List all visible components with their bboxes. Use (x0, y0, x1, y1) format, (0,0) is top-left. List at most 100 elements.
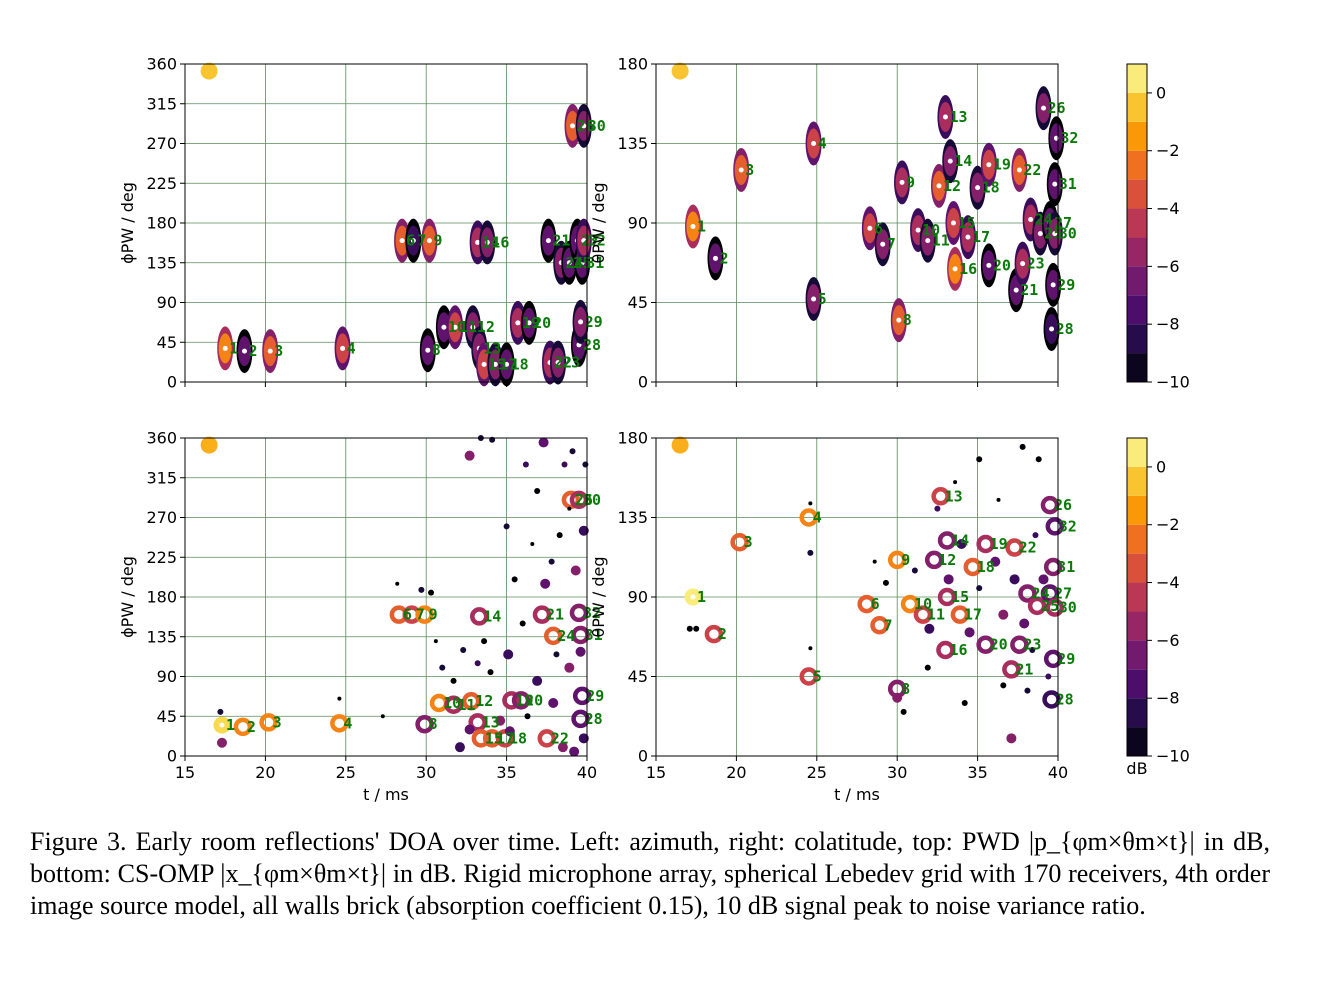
reflection-label: 13 (945, 487, 963, 505)
y-ticks: 0 45 90 135 180 (617, 429, 656, 766)
true-doa-marker (811, 296, 817, 302)
omp-ring (799, 667, 819, 686)
reflection-label: 1 (229, 339, 238, 357)
reflection-label: 1 (697, 588, 706, 606)
y-tick-label: 135 (146, 253, 177, 272)
point-small (964, 627, 975, 638)
y-tick-label: 180 (617, 429, 648, 448)
x-tick-label: 20 (726, 763, 746, 782)
colorbar-band (1127, 727, 1147, 756)
point-small (418, 586, 425, 593)
y-tick-label: 270 (146, 134, 177, 153)
reflection-label: 10 (914, 595, 932, 613)
reflection-label: 23 (562, 354, 580, 372)
reflection-label: 21 (546, 606, 564, 624)
true-doa-marker (526, 320, 532, 326)
point-small (540, 578, 551, 589)
true-doa-marker (947, 158, 953, 164)
true-doa-marker (555, 360, 561, 366)
point-small (380, 714, 385, 719)
true-doa-marker (1020, 261, 1026, 267)
reflection-label: 17 (496, 729, 514, 747)
reflection-label: 10 (922, 221, 940, 239)
point-small (569, 448, 576, 455)
reflection-label: 6 (406, 232, 415, 250)
omp-ring (857, 594, 876, 614)
x-tick-label: 25 (807, 763, 827, 782)
reflection-label: 9 (433, 232, 442, 250)
omp-ring (1018, 584, 1037, 603)
reflection-label: 32 (1060, 129, 1078, 147)
point-small (976, 456, 983, 463)
point-small (1000, 682, 1007, 689)
point-small (511, 576, 518, 583)
y-tick-label: 45 (157, 333, 177, 352)
true-doa-marker (690, 224, 696, 230)
point-small (976, 585, 983, 592)
point-large (671, 62, 689, 80)
point-small (524, 713, 531, 720)
data-points (671, 436, 1065, 744)
reflection-label: 28 (1056, 320, 1074, 338)
true-doa-marker (492, 361, 498, 367)
reflection-label: 15 (485, 729, 503, 747)
omp-ring (870, 616, 889, 635)
point-small (553, 651, 560, 658)
reflection-label: 29 (1057, 650, 1075, 668)
point-small (495, 715, 506, 726)
reflection-label: 5 (813, 668, 822, 686)
reflection-label: 9 (429, 606, 438, 624)
true-doa-marker (986, 262, 992, 268)
y-tick-label: 225 (146, 548, 177, 567)
true-doa-marker (975, 185, 981, 191)
point-small (337, 696, 342, 701)
reflection-label: 26 (577, 117, 595, 135)
point-small (217, 708, 224, 715)
point-small (561, 461, 568, 468)
point-small (548, 698, 559, 708)
true-doa-marker (712, 255, 718, 261)
reflection-label: 20 (990, 636, 1008, 654)
reflection-label: 14 (483, 607, 501, 625)
omp-ring (937, 531, 957, 550)
point-small (807, 549, 814, 556)
reflection-label: 15 (957, 214, 975, 232)
colorbar-tick-label: −6 (1156, 631, 1180, 650)
point-small (924, 664, 931, 671)
y-tick-label: 90 (157, 293, 177, 312)
reflection-label: 1 (697, 218, 706, 236)
true-doa-marker (1028, 216, 1034, 222)
true-doa-marker (515, 320, 521, 326)
true-doa-marker (899, 179, 905, 185)
colorbar-band (1127, 582, 1147, 612)
omp-ring (976, 534, 995, 554)
y-tick-label: 0 (638, 373, 648, 392)
omp-ring (471, 729, 491, 748)
colorbar-band (1127, 295, 1147, 325)
true-doa-marker (484, 239, 490, 245)
point-small (1029, 647, 1036, 653)
reflection-label: 8 (429, 715, 438, 733)
reflection-label: 14 (951, 531, 969, 549)
point-small (990, 556, 1001, 567)
omp-ring (976, 635, 995, 654)
omp-ring (532, 605, 552, 624)
reflection-label: 30 (588, 117, 606, 135)
colorbar-band (1127, 121, 1147, 151)
omp-ring (561, 490, 581, 510)
true-doa-marker (880, 241, 886, 247)
colorbar-tick-label: 0 (1156, 457, 1166, 476)
true-doa-marker (936, 183, 942, 189)
true-doa-marker (267, 348, 273, 354)
true-doa-marker (950, 220, 956, 226)
reflection-label: 16 (491, 233, 509, 251)
colorbar-band (1127, 466, 1147, 496)
y-tick-label: 360 (146, 429, 177, 448)
reflection-label: 18 (982, 179, 1000, 197)
point-small (534, 488, 541, 494)
point-small (433, 639, 438, 644)
omp-ring (887, 550, 907, 570)
x-ticks (184, 382, 588, 387)
y-tick-label: 0 (167, 373, 177, 392)
